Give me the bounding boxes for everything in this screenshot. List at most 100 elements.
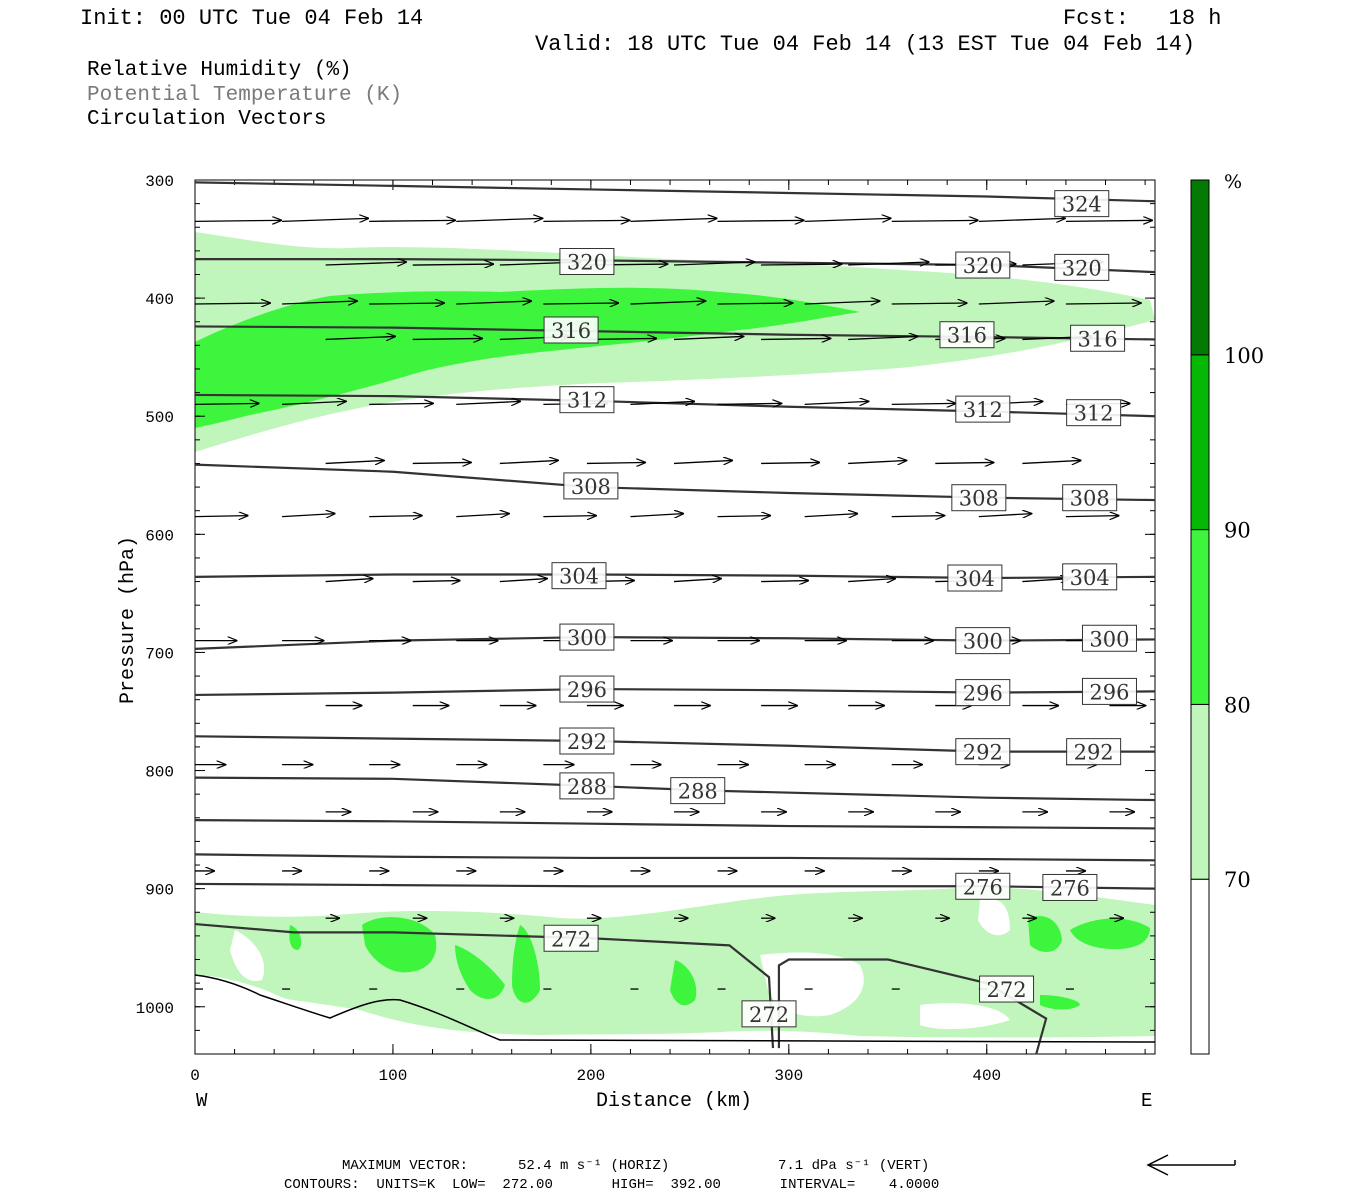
y-tick-label: 300 xyxy=(145,173,174,191)
colorbar-segment xyxy=(1190,354,1210,531)
circulation-vector xyxy=(848,262,928,265)
rh-gap-1 xyxy=(195,975,330,1015)
theta-label-box xyxy=(939,321,995,349)
rh-gap-2 xyxy=(230,930,265,981)
theta-label-296: 296 xyxy=(963,682,1003,706)
theta-contour-292 xyxy=(194,735,1155,753)
rh-70-upper xyxy=(195,232,1155,452)
x-tick-label: 0 xyxy=(190,1067,200,1085)
colorbar-segment xyxy=(1190,878,1210,1055)
circulation-vector xyxy=(717,303,793,304)
y-tick-label: 1000 xyxy=(136,1000,174,1018)
max-vector-vert: 7.1 dPa s⁻¹ (VERT) xyxy=(778,1158,930,1174)
circulation-vector xyxy=(325,579,373,582)
circulation-vector xyxy=(848,336,917,339)
circulation-vector xyxy=(456,301,531,304)
circulation-vector xyxy=(1065,220,1152,221)
theta-contour-316 xyxy=(194,325,1156,341)
circulation-vector xyxy=(761,581,808,582)
circulation-vector xyxy=(369,303,444,304)
theta-label-316: 316 xyxy=(947,324,987,348)
theta-label-box xyxy=(1062,484,1118,512)
theta-label-box xyxy=(955,627,1011,655)
x-end-label-west: W xyxy=(196,1090,208,1112)
circulation-vector xyxy=(543,516,596,517)
theta-label-box xyxy=(670,777,726,805)
y-tick-label: 800 xyxy=(145,764,174,782)
circulation-vector xyxy=(978,301,1054,304)
circulation-vector xyxy=(194,303,270,304)
circulation-vector xyxy=(891,220,978,221)
field-vectors-label: Circulation Vectors xyxy=(87,108,327,131)
theta-label-box xyxy=(563,472,619,500)
circulation-vector xyxy=(369,403,433,404)
circulation-vector xyxy=(630,401,694,404)
theta-label-box xyxy=(951,484,1007,512)
theta-contour-304 xyxy=(194,573,1156,580)
init-time: Init: 00 UTC Tue 04 Feb 14 xyxy=(80,6,424,31)
theta-contour-276 xyxy=(194,882,1156,890)
forecast-hour: Fcst: 18 h xyxy=(1063,6,1222,31)
circulation-vector xyxy=(978,514,1032,517)
y-tick-label: 700 xyxy=(145,645,174,663)
circulation-vector xyxy=(717,516,771,517)
theta-label-272: 272 xyxy=(749,1003,789,1027)
theta-label-312: 312 xyxy=(963,398,1003,422)
theta-label-292: 292 xyxy=(963,741,1003,765)
circulation-vector xyxy=(761,264,841,265)
colorbar-level-label: 70 xyxy=(1224,868,1251,892)
circulation-vector xyxy=(804,514,858,517)
theta-label-box xyxy=(1054,253,1110,281)
theta-label-308: 308 xyxy=(959,487,999,511)
rh-80-lower-4 xyxy=(670,960,697,1006)
theta-label-box xyxy=(1042,873,1098,901)
circulation-vector xyxy=(325,336,395,339)
circulation-vector xyxy=(1065,516,1119,517)
theta-label-320: 320 xyxy=(567,250,607,274)
theta-label-box xyxy=(955,679,1011,707)
contour-labels: 324 320 320 320 316 316 316 312 312 312 308 308 308 3… xyxy=(543,190,1137,1028)
y-tick-label: 900 xyxy=(145,882,174,900)
theta-label-box xyxy=(1066,738,1122,766)
theta-label-box xyxy=(1070,324,1126,352)
theta-label-box xyxy=(559,772,615,800)
theta-label-box xyxy=(955,872,1011,900)
theta-label-276: 276 xyxy=(1050,876,1090,900)
circulation-vector xyxy=(194,516,248,517)
y-tick-label: 500 xyxy=(145,409,174,427)
valid-time: Valid: 18 UTC Tue 04 Feb 14 (13 EST Tue … xyxy=(535,32,1196,57)
theta-label-box xyxy=(1054,190,1110,218)
colorbar-segment xyxy=(1190,703,1210,880)
theta-label-276: 276 xyxy=(963,875,1003,899)
theta-label-316: 316 xyxy=(551,319,591,343)
contour-summary: CONTOURS: UNITS=K LOW= 272.00 HIGH= 392.… xyxy=(284,1177,940,1193)
circulation-vector xyxy=(717,403,782,404)
colorbar-segment xyxy=(1190,529,1210,705)
rh-80-lower-7 xyxy=(1070,918,1150,950)
circulation-vector xyxy=(630,514,683,517)
theta-label-box xyxy=(955,738,1011,766)
theta-label-304: 304 xyxy=(1070,566,1110,590)
theta-label-box xyxy=(947,564,1003,592)
circulation-vector xyxy=(935,462,993,463)
max-vector-horiz: 52.4 m s⁻¹ (HORIZ) xyxy=(518,1158,670,1174)
theta-label-300: 300 xyxy=(963,630,1003,654)
circulation-vector xyxy=(499,460,558,463)
theta-label-box xyxy=(559,727,615,755)
colorbar-level-label: 80 xyxy=(1224,693,1251,717)
theta-label-box xyxy=(1062,563,1118,591)
theta-label-272: 272 xyxy=(986,978,1026,1002)
circulation-vector xyxy=(282,301,357,304)
circulation-vector xyxy=(456,218,542,221)
circulation-vector xyxy=(543,303,618,304)
y-axis-label: Pressure (hPa) xyxy=(117,536,140,704)
circulation-vector xyxy=(891,516,945,517)
circulation-vector xyxy=(804,218,891,221)
circulation-vector xyxy=(325,262,406,265)
field-rh-label: Relative Humidity (%) xyxy=(87,59,352,82)
circulation-vector xyxy=(761,462,819,463)
circulation-vector xyxy=(499,579,547,582)
circulation-vector xyxy=(1065,303,1141,304)
circulation-vector xyxy=(586,462,645,463)
